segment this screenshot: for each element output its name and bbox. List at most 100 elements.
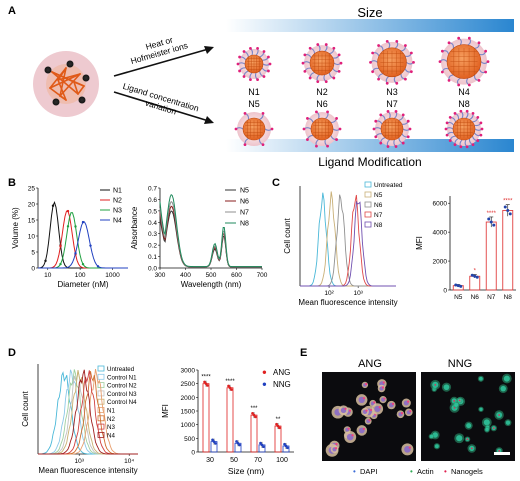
legend-label-N4: N4 [113,218,122,225]
legend-label: N2 [107,416,115,423]
significance-N6: * [474,269,477,275]
cell [504,419,512,427]
y-tick-label: 500 [184,436,195,443]
legend-label: Control N4 [107,399,137,406]
legend-label: N4 [107,432,115,439]
data-point-ANG [252,413,256,417]
significance-50: **** [225,379,235,385]
cell [498,384,508,394]
series-point-N3 [81,262,85,266]
y-tick-label: 4000 [433,230,448,237]
legend-dapi: DAPI [360,467,378,476]
label-n7: N7 [386,99,398,109]
data-point-NNG [260,443,264,447]
legend-actin: Actin [417,467,434,476]
legend-label-N2: N2 [113,198,122,205]
y-axis-label: Volume (%) [11,207,20,249]
micrograph-nng [421,372,515,461]
y-tick-label: 2000 [433,259,448,266]
data-point-N7 [489,220,493,224]
cell [484,426,490,433]
x-axis-label: Mean fluorescence intensity [38,466,137,475]
legend-swatch [97,398,105,405]
data-point-N7 [492,223,496,227]
y-tick-label: 1000 [181,422,196,429]
y-tick-label: 0.2 [148,243,157,250]
size-gradient-bar [226,19,514,32]
data-point-NNG [284,444,288,448]
data-point-NNG [262,445,265,448]
x-axis-label: Mean fluorescence intensity [298,298,397,307]
bar-ANG-70 [250,414,258,453]
data-point-N6 [475,275,479,279]
panel-letter-b: B [8,177,16,189]
legend-label: N1 [107,408,115,415]
y-tick-label: 1500 [181,409,196,416]
cell [456,397,463,404]
panel-a: A Size Ligand Modification Heat or Hofme… [8,5,514,169]
series-point-N3 [59,262,62,266]
x-tick-label: 70 [254,457,262,464]
y-tick-label: 0.4 [148,220,157,227]
series-point-N4 [81,220,85,224]
label-n1: N1 [248,87,260,97]
data-point-ANG [227,384,230,388]
y-tick-label: 6000 [433,201,448,208]
series-line-N8 [159,193,262,268]
series-line-N4 [38,221,128,269]
y-axis-label: Cell count [21,390,30,426]
series-point-N1 [51,204,55,207]
ligand-gradient-bar [226,139,514,152]
data-point-NNG [238,443,241,447]
y-tick-label: 0 [191,450,195,457]
histogram-n4 [38,369,138,455]
data-point-NNG [286,446,289,450]
series-point-N4 [96,265,100,268]
legend-swatch [364,191,372,198]
data-point-ANG [278,426,281,430]
data-point-N8 [503,205,507,209]
label-n8: N8 [458,99,470,109]
panel-letter-d: D [8,347,16,359]
x-tick-label: 10² [324,290,334,297]
label-n3: N3 [386,87,398,97]
panel-letter-e: E [300,347,307,359]
legend-label: Untreated [107,366,135,373]
y-tick-label: 10 [28,234,36,241]
legend-swatch [97,415,105,422]
legend-swatch [97,407,105,413]
data-point-N5 [459,284,463,288]
crosslinker-4 [66,60,74,68]
y-tick-label: 0 [31,266,35,273]
legend-label: Control N3 [107,391,137,398]
x-tick-label: 300 [155,272,166,279]
y-tick-label: 20 [28,202,36,209]
cell [502,373,512,384]
y-tick-label: 0.3 [148,231,157,238]
data-point-N8 [508,212,512,216]
x-tick-label: 100 [276,457,288,464]
x-axis-label: Diameter (nM) [57,280,108,289]
legend-label-N7: N7 [240,210,249,217]
x-tick-label: 700 [257,272,268,279]
cell [401,443,414,456]
x-tick-label: 10 [44,272,52,279]
crosslinker-1 [82,74,90,82]
nanogel-n6 [302,110,342,148]
data-point-NNG [214,442,217,445]
bar-ANG-50 [226,387,234,453]
x-tick-label: 10⁴ [124,458,134,465]
micrograph-ang [322,372,416,461]
chart-absorbance: 0.0 0.1 0.2 0.3 0.4 0.5 0.6 0.7 300 400 500 600 700 W… [130,186,268,290]
x-tick-label: N6 [471,294,480,301]
cell [477,375,484,382]
cell [467,444,477,453]
cell [441,382,452,392]
legend-label: N6 [374,202,383,209]
cell [428,433,435,440]
data-point-NNG [211,438,214,442]
scale-bar [494,452,510,455]
